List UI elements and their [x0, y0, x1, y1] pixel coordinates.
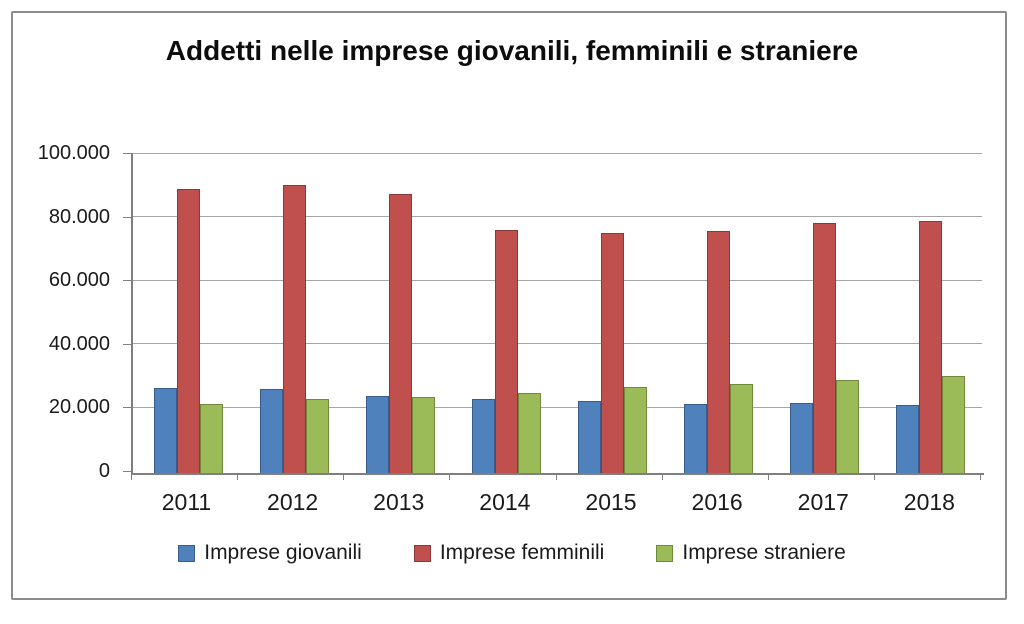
y-axis-tick	[123, 471, 133, 472]
y-axis-label: 0	[98, 460, 110, 482]
gridline	[133, 406, 982, 408]
legend-swatch-icon	[178, 544, 196, 562]
y-axis-label: 60.000	[48, 269, 110, 292]
bar-imprese-straniere-2016	[730, 384, 754, 473]
y-axis-label: 80.000	[48, 205, 110, 228]
y-axis-tick	[123, 280, 133, 282]
bar-imprese-femminili-2016	[707, 231, 731, 473]
bar-imprese-femminili-2012	[282, 184, 306, 473]
bar-imprese-giovanili-2016	[684, 404, 708, 473]
bar-imprese-giovanili-2013	[365, 396, 389, 473]
bar-imprese-giovanili-2018	[896, 404, 920, 473]
y-axis-tick	[123, 216, 133, 218]
y-axis-label: 20.000	[48, 396, 110, 419]
bar-imprese-straniere-2013	[411, 397, 435, 473]
x-axis-label-2013: 2013	[373, 489, 425, 515]
bar-imprese-femminili-2011	[176, 189, 200, 473]
bar-imprese-straniere-2018	[942, 376, 966, 473]
legend: Imprese giovanili Imprese femminili Impres…	[0, 541, 1024, 565]
legend-label: Imprese femminili	[439, 541, 605, 564]
bar-imprese-giovanili-2011	[153, 388, 177, 473]
x-axis-label-2018: 2018	[903, 489, 955, 515]
x-axis-tick	[449, 473, 451, 480]
bar-imprese-straniere-2012	[305, 398, 329, 473]
x-axis-tick	[131, 473, 132, 480]
y-axis-tick	[123, 343, 133, 345]
gridline	[133, 279, 982, 281]
legend-label: Imprese straniere	[682, 541, 846, 564]
x-axis-tick	[661, 473, 663, 480]
x-axis-tick	[237, 473, 239, 480]
x-axis-label-2015: 2015	[585, 489, 637, 515]
y-axis-label: 40.000	[48, 332, 110, 355]
y-axis-tick	[123, 407, 133, 409]
x-axis-label-2011: 2011	[161, 489, 212, 515]
bar-imprese-giovanili-2012	[259, 389, 283, 473]
gridline	[133, 343, 982, 345]
legend-item-imprese-giovanili: Imprese giovanili	[178, 541, 362, 565]
legend-label: Imprese giovanili	[204, 541, 362, 564]
bar-imprese-femminili-2013	[388, 194, 412, 473]
bar-imprese-femminili-2015	[601, 233, 625, 473]
gridline	[133, 216, 982, 218]
x-axis-label-2014: 2014	[479, 489, 531, 515]
y-axis-label: 100.000	[37, 142, 110, 164]
bar-imprese-straniere-2011	[199, 404, 223, 473]
legend-item-imprese-femminili: Imprese femminili	[413, 541, 605, 565]
chart-title: Addetti nelle imprese giovanili, femmini…	[165, 35, 859, 66]
y-axis-tick	[123, 153, 133, 154]
x-axis-label-2012: 2012	[267, 489, 319, 515]
bar-imprese-femminili-2018	[919, 221, 943, 473]
bar-imprese-giovanili-2015	[578, 401, 602, 473]
x-axis-label-2017: 2017	[797, 489, 849, 515]
bar-imprese-giovanili-2017	[790, 403, 814, 473]
bar-imprese-femminili-2017	[813, 222, 837, 473]
gridline	[133, 152, 982, 154]
x-axis-tick	[980, 473, 981, 480]
x-axis-tick	[555, 473, 557, 480]
legend-item-imprese-straniere: Imprese straniere	[656, 541, 846, 565]
x-axis-label-2016: 2016	[691, 489, 743, 515]
x-axis-tick	[873, 473, 875, 480]
bar-imprese-straniere-2017	[836, 379, 860, 473]
x-axis-tick	[343, 473, 345, 480]
bar-imprese-straniere-2014	[517, 392, 541, 473]
bar-imprese-giovanili-2014	[471, 398, 495, 473]
x-axis-tick	[767, 473, 769, 480]
bar-imprese-femminili-2014	[494, 230, 518, 473]
legend-swatch-icon	[656, 544, 674, 562]
legend-swatch-icon	[413, 544, 431, 562]
plot-area	[131, 152, 984, 475]
bar-imprese-straniere-2015	[624, 387, 648, 473]
